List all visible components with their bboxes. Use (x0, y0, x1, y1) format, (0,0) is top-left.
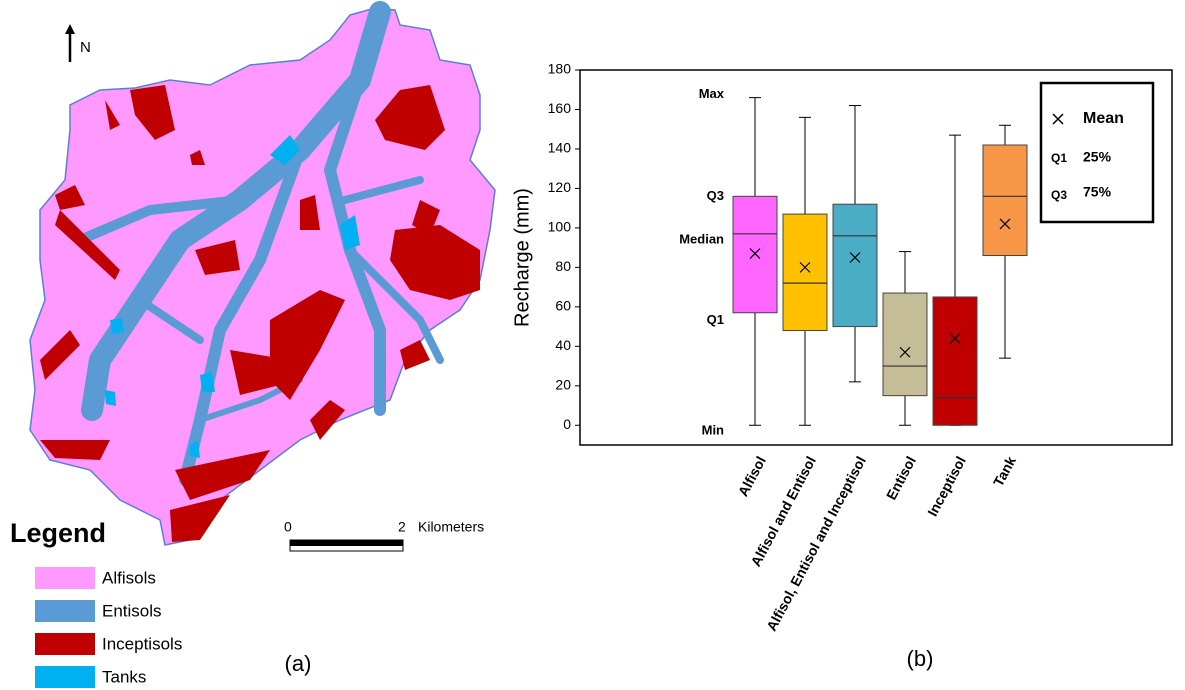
stat-annotation: Q3 (707, 188, 724, 203)
scale-unit: Kilometers (418, 519, 484, 535)
north-arrowhead (65, 24, 75, 34)
legend-swatch (35, 600, 95, 622)
stat-annotation: Max (699, 86, 725, 101)
y-tick-label: 120 (548, 179, 572, 195)
key-q3-text: 75% (1083, 184, 1112, 200)
legend-title: Legend (10, 518, 106, 548)
y-tick-label: 100 (548, 219, 572, 235)
legend-swatch (35, 666, 95, 688)
box (982, 144, 1028, 257)
box (732, 195, 778, 314)
legend-label: Entisols (102, 601, 162, 620)
x-tick-label: Inceptisol (924, 454, 969, 519)
x-tick-label: Alfisol (735, 454, 769, 499)
mean-marker (949, 332, 961, 344)
mean-marker (999, 218, 1011, 230)
tanks (105, 135, 360, 458)
key-mean-marker (1052, 113, 1064, 125)
legend-label: Inceptisols (102, 634, 182, 653)
box (882, 292, 928, 397)
legend-swatch (35, 567, 95, 589)
panel-label: (b) (907, 646, 934, 671)
stat-annotation: Min (702, 423, 724, 438)
north-label: N (80, 39, 91, 56)
box (832, 203, 878, 328)
x-tick-label: Entisol (883, 454, 919, 503)
y-tick-label: 80 (555, 258, 571, 274)
key-q1: Q1 (1051, 151, 1067, 165)
key-q1-text: 25% (1083, 149, 1112, 165)
y-tick-label: 20 (555, 376, 571, 392)
scale-start: 0 (284, 519, 292, 535)
stat-annotation: Median (679, 231, 724, 246)
legend-label: Tanks (102, 667, 146, 686)
x-tick-label: Alfisol, Entisol and Inceptisol (763, 454, 869, 634)
inceptisol-patches (40, 85, 480, 542)
legend-swatch (35, 633, 95, 655)
mean-marker (749, 248, 761, 259)
y-tick-label: 40 (555, 337, 571, 353)
key-q3: Q3 (1051, 188, 1067, 202)
y-tick-label: 140 (548, 140, 572, 156)
mean-marker (899, 346, 911, 358)
mean-marker (849, 252, 861, 263)
box (782, 213, 828, 332)
key-box (1039, 81, 1155, 224)
legend-label: Alfisols (102, 568, 156, 587)
watershed (29, 7, 496, 546)
key-mean: Mean (1083, 110, 1124, 127)
y-tick-label: 180 (548, 61, 572, 77)
scale-end: 2 (398, 519, 406, 535)
map: N 0 2 Kilometers Legend Alfisols Entisols… (10, 1, 496, 688)
panel-label: (a) (285, 651, 312, 676)
y-tick-label: 60 (555, 298, 571, 314)
box (932, 296, 978, 426)
scale-bar-fill (290, 540, 403, 546)
stat-annotation: Q1 (707, 312, 724, 327)
map-legend: Alfisols Entisols Inceptisols Tanks (35, 567, 182, 688)
box-chart: 0 20 40 60 80 100 120 140 160 180 Recharge (mm) Alf… (511, 61, 1173, 671)
y-tick-label: 0 (563, 416, 571, 432)
mean-marker (799, 261, 811, 273)
y-tick-label: 160 (548, 100, 572, 116)
y-axis-label: Recharge (mm) (511, 188, 533, 327)
plot-frame (579, 69, 1173, 446)
x-tick-label: Tank (990, 453, 1019, 489)
